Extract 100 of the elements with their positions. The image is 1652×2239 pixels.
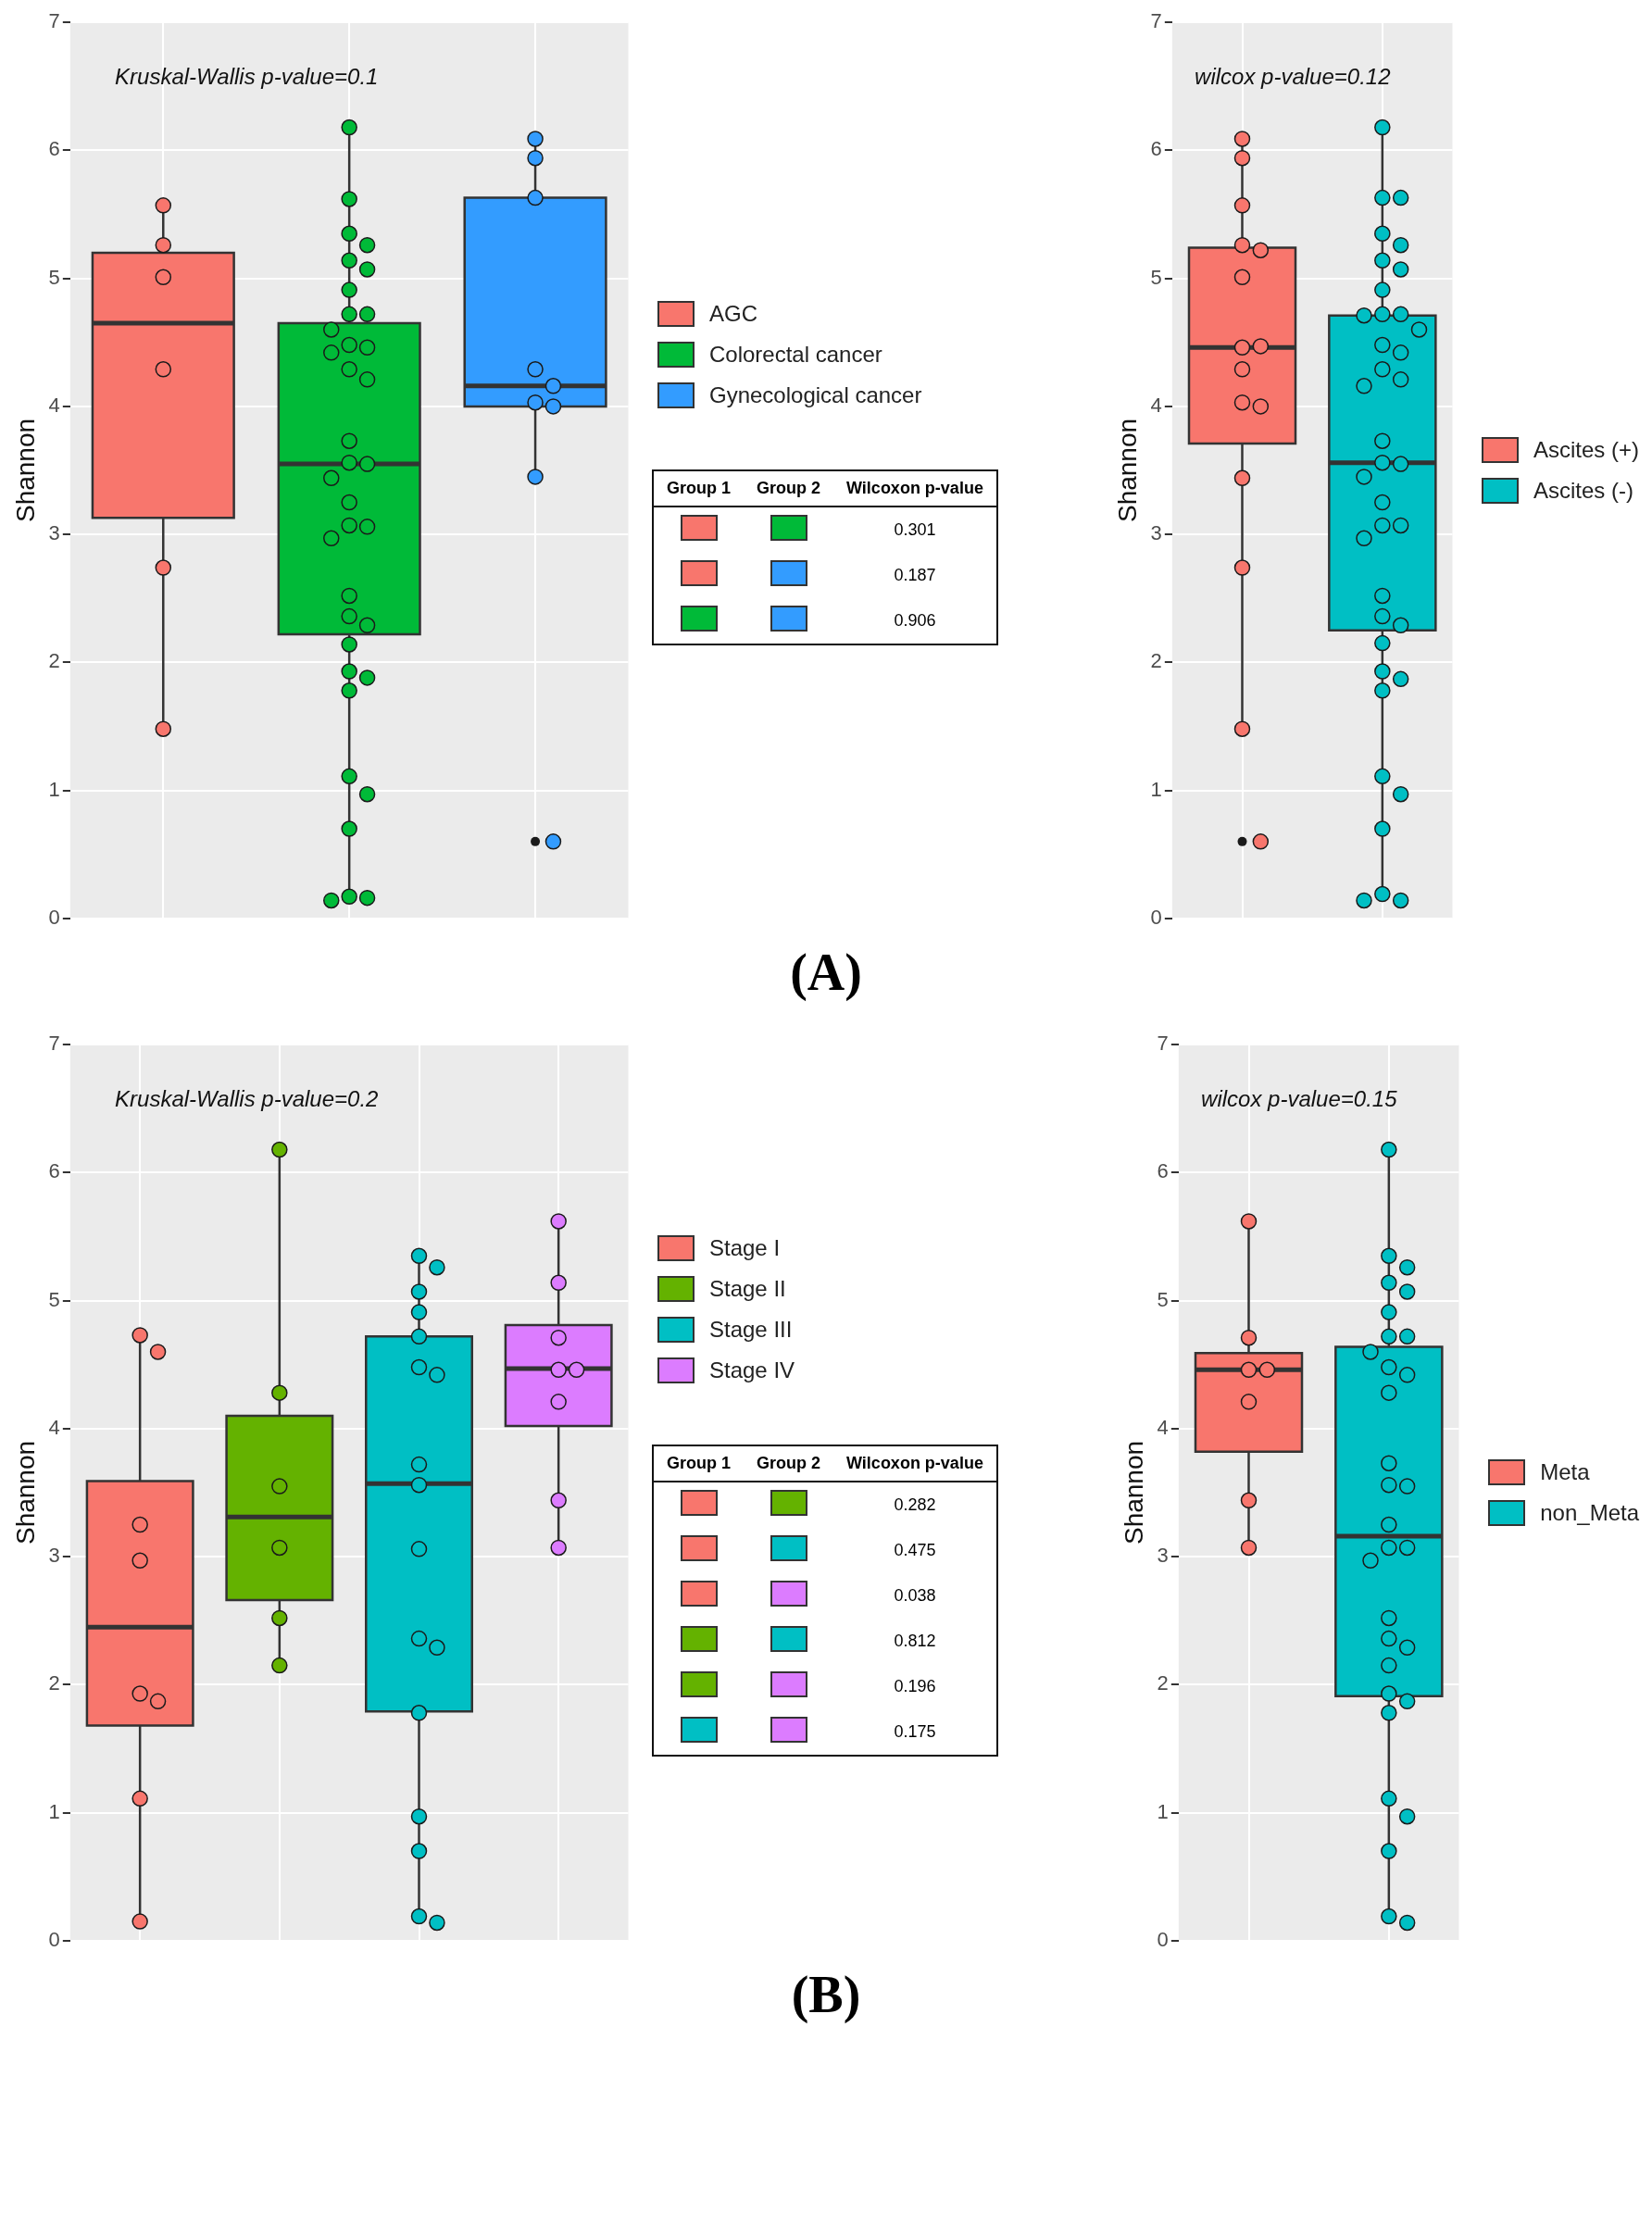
point [341, 432, 357, 449]
legend-label: Meta [1540, 1459, 1590, 1485]
point [1381, 1358, 1397, 1376]
point [1381, 1908, 1397, 1925]
legend-label: Ascites (-) [1533, 478, 1633, 504]
text: 0.282 [893, 1494, 937, 1516]
point [410, 1541, 428, 1557]
y-tick-label: 7 [48, 1032, 60, 1056]
text: 0.038 [893, 1584, 937, 1607]
y-tick-label: 5 [1157, 1287, 1170, 1311]
point [1381, 1843, 1397, 1859]
point [1381, 1609, 1397, 1627]
legend-label: AGC [709, 301, 758, 327]
legend-label: Gynecological cancer [709, 382, 922, 408]
y-tick-label: 7 [1157, 1032, 1170, 1056]
point [1381, 1630, 1397, 1647]
legend-label: Stage I [709, 1234, 781, 1261]
point [410, 1807, 428, 1825]
point [341, 454, 357, 471]
point [341, 517, 357, 534]
legend-label: Stage III [709, 1316, 793, 1343]
y-tick-label: 4 [48, 1415, 60, 1439]
y-tick-label: 7 [48, 9, 60, 33]
y-tick-label: 5 [48, 1287, 60, 1311]
text: 0.906 [893, 610, 937, 632]
point [341, 663, 357, 680]
y-tick-label: 3 [48, 521, 60, 545]
point [1381, 1384, 1397, 1401]
point [341, 820, 357, 837]
text: wilcox p-value=0.12 [1195, 63, 1391, 89]
text: (B) [790, 1965, 862, 2024]
y-axis-title: Shannon [10, 1440, 40, 1545]
point [341, 361, 357, 378]
legend-label: Colorectal cancer [709, 342, 882, 368]
y-axis-title: Shannon [1112, 418, 1142, 523]
text: Group 1 [666, 1452, 732, 1474]
y-tick-label: 0 [48, 1927, 60, 1951]
point [341, 888, 357, 906]
text: Group 2 [756, 478, 822, 499]
point [341, 494, 357, 511]
point [341, 336, 357, 354]
point [1381, 1657, 1397, 1674]
y-tick-label: 2 [1157, 1671, 1170, 1695]
legend-label: Stage IV [709, 1357, 795, 1383]
text: Kruskal-Wallis p-value=0.2 [115, 1085, 379, 1111]
text: wilcox p-value=0.15 [1201, 1085, 1398, 1111]
point [341, 607, 357, 625]
y-tick-label: 3 [1157, 1544, 1170, 1568]
text: Wilcoxon p-value [845, 478, 984, 499]
text: (A) [789, 943, 863, 1002]
point [1381, 1455, 1397, 1471]
point [410, 1908, 428, 1925]
y-tick-label: 6 [48, 1159, 60, 1183]
y-tick-label: 5 [1150, 265, 1162, 289]
text: 0.175 [893, 1720, 937, 1743]
y-tick-label: 4 [48, 393, 60, 417]
y-tick-label: 0 [48, 905, 60, 929]
y-tick-label: 1 [48, 1799, 60, 1823]
y-tick-label: 6 [48, 137, 60, 161]
point [410, 1843, 428, 1859]
text: 0.301 [893, 519, 937, 541]
y-tick-label: 2 [1150, 649, 1162, 673]
text: 0.187 [893, 565, 937, 586]
text: Group 2 [756, 1452, 822, 1474]
legend-label: Stage II [709, 1275, 786, 1302]
point [1381, 1516, 1397, 1533]
point [1381, 1476, 1397, 1494]
legend-label: non_Meta [1540, 1500, 1639, 1526]
text: Wilcoxon p-value [845, 1452, 984, 1474]
y-tick-label: 0 [1150, 905, 1162, 929]
point [341, 587, 357, 605]
y-axis-title: Shannon [1119, 1440, 1148, 1545]
y-tick-label: 3 [48, 1544, 60, 1568]
point [410, 1476, 428, 1494]
text: Group 1 [666, 478, 732, 499]
y-tick-label: 1 [48, 777, 60, 801]
y-tick-label: 6 [1157, 1159, 1170, 1183]
point [1381, 1685, 1397, 1702]
text: 0.196 [893, 1675, 937, 1697]
point [410, 1630, 428, 1647]
y-tick-label: 6 [1150, 137, 1162, 161]
text: Kruskal-Wallis p-value=0.1 [115, 63, 379, 89]
y-tick-label: 1 [1150, 777, 1162, 801]
point [341, 768, 357, 785]
point [341, 682, 357, 699]
text: 0.475 [893, 1539, 937, 1561]
point [341, 636, 357, 653]
point [1381, 1539, 1397, 1557]
y-tick-label: 0 [1157, 1927, 1170, 1951]
y-tick-label: 4 [1150, 393, 1162, 417]
y-tick-label: 2 [48, 649, 60, 673]
point [1381, 1705, 1397, 1721]
y-tick-label: 5 [48, 265, 60, 289]
point [1381, 1790, 1397, 1807]
y-tick-label: 4 [1157, 1415, 1170, 1439]
y-tick-label: 1 [1157, 1799, 1170, 1823]
legend-label: Ascites (+) [1533, 437, 1639, 463]
y-tick-label: 3 [1150, 521, 1162, 545]
y-tick-label: 2 [48, 1671, 60, 1695]
y-tick-label: 7 [1150, 9, 1162, 33]
